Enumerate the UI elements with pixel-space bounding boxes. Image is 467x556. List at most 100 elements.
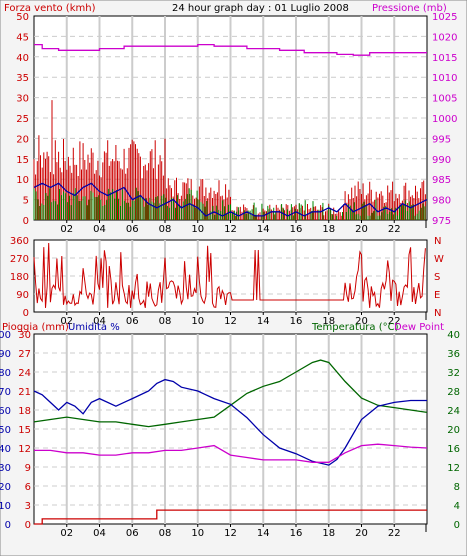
pressure-tick-label: 1020 [432, 32, 457, 43]
x-tick-label: 22 [388, 528, 401, 539]
rain-tick-label: 12 [18, 444, 31, 455]
wind-tick-label: 50 [16, 12, 29, 23]
temperature-tick-label: 4 [454, 501, 460, 512]
x-tick-label: 06 [126, 316, 139, 327]
rain-tick-label: 6 [25, 482, 31, 493]
series-line-pressione [34, 43, 427, 56]
pressure-tick-label: 1005 [432, 94, 457, 105]
wind-tick-label: 45 [16, 32, 29, 43]
pressure-tick-label: 975 [432, 216, 451, 227]
humidity-tick-label: 20 [0, 482, 11, 493]
x-tick-label: 08 [159, 224, 172, 235]
x-tick-label: 18 [322, 316, 335, 327]
x-tick-label: 10 [191, 528, 204, 539]
humidity-legend: Umidita % [68, 322, 120, 333]
wind-tick-label: 0 [23, 216, 29, 227]
wind-tick-label: 15 [16, 155, 29, 166]
x-tick-label: 04 [93, 316, 106, 327]
series-line-pioggia-mm- [34, 509, 427, 525]
x-tick-label: 04 [93, 528, 106, 539]
direction-tick-label: 270 [10, 254, 29, 265]
x-tick-label: 04 [93, 224, 106, 235]
humidity-tick-label: 60 [0, 406, 11, 417]
x-tick-label: 18 [322, 528, 335, 539]
humidity-tick-label: 40 [0, 444, 11, 455]
x-tick-label: 08 [159, 316, 172, 327]
temperature-legend: Temperatura (°C) [311, 322, 399, 333]
rain-humidity-temperature-panel: 02 04 06 08 10 12 14 16 18 20 22010203040506070809… [0, 330, 460, 539]
series-line-umidita- [33, 378, 427, 466]
wind-axis-label: Forza vento (kmh) [4, 3, 96, 14]
direction-tick-label: 360 [10, 236, 29, 247]
x-tick-label: 14 [257, 316, 270, 327]
x-tick-label: 12 [224, 224, 237, 235]
temperature-tick-label: 12 [447, 463, 460, 474]
pressure-tick-label: 985 [432, 175, 451, 186]
humidity-tick-label: 100 [0, 330, 11, 341]
x-tick-label: 20 [355, 316, 368, 327]
compass-label: N [434, 308, 441, 319]
temperature-tick-label: 8 [454, 482, 460, 493]
direction-tick-label: 0 [23, 308, 29, 319]
x-tick-label: 20 [355, 528, 368, 539]
x-tick-label: 18 [322, 224, 335, 235]
x-tick-label: 14 [257, 528, 270, 539]
dewpoint-legend: Dew Point [394, 322, 444, 333]
x-tick-label: 14 [257, 224, 270, 235]
wind-tick-label: 30 [16, 94, 29, 105]
compass-label: N [434, 236, 441, 247]
temperature-tick-label: 40 [447, 330, 460, 341]
rain-tick-label: 30 [18, 330, 31, 341]
x-tick-label: 08 [159, 528, 172, 539]
x-tick-label: 16 [290, 528, 303, 539]
rain-tick-label: 3 [25, 501, 31, 512]
humidity-tick-label: 10 [0, 501, 11, 512]
x-tick-label: 12 [224, 528, 237, 539]
wind-tick-label: 10 [16, 175, 29, 186]
graph-title: 24 hour graph day : 01 Luglio 2008 [172, 3, 349, 14]
x-tick-label: 02 [60, 528, 73, 539]
wind-tick-label: 20 [16, 134, 29, 145]
direction-trace [33, 242, 426, 309]
x-tick-label: 12 [224, 316, 237, 327]
temperature-tick-label: 16 [447, 444, 460, 455]
humidity-tick-label: 50 [0, 425, 11, 436]
wind-tick-label: 35 [16, 73, 29, 84]
x-tick-label: 06 [126, 224, 139, 235]
temperature-tick-label: 36 [447, 349, 460, 360]
x-tick-label: 20 [355, 224, 368, 235]
humidity-tick-label: 0 [5, 520, 11, 531]
pressure-tick-label: 1010 [432, 73, 457, 84]
x-tick-label: 06 [126, 528, 139, 539]
pressure-tick-label: 1025 [432, 12, 457, 23]
humidity-tick-label: 90 [0, 349, 11, 360]
x-tick-label: 16 [290, 316, 303, 327]
temperature-tick-label: 28 [447, 387, 460, 398]
temperature-tick-label: 20 [447, 425, 460, 436]
compass-label: W [434, 254, 444, 265]
rain-tick-label: 21 [18, 387, 31, 398]
pressure-axis-label: Pressione (mb) [372, 3, 447, 14]
series-line-vento-medio [33, 182, 428, 217]
wind-tick-label: 40 [16, 53, 29, 64]
wind-tick-label: 5 [23, 196, 29, 207]
humidity-tick-label: 70 [0, 387, 11, 398]
rain-tick-label: 18 [18, 406, 31, 417]
compass-label: S [434, 272, 440, 283]
x-tick-label: 16 [290, 224, 303, 235]
pressure-tick-label: 980 [432, 196, 451, 207]
rain-tick-label: 24 [18, 368, 31, 379]
x-tick-label: 02 [60, 316, 73, 327]
x-tick-label: 22 [388, 316, 401, 327]
wind-tick-label: 25 [16, 114, 29, 125]
rain-tick-label: 27 [18, 349, 31, 360]
pressure-tick-label: 1015 [432, 53, 457, 64]
rain-legend: Pioggia (mm) [2, 322, 69, 333]
compass-label: E [434, 290, 440, 301]
x-tick-label: 02 [60, 224, 73, 235]
series-line-dew-point [34, 443, 428, 463]
pressure-tick-label: 990 [432, 155, 451, 166]
wind-pressure-panel: 02 04 06 08 10 12 14 16 18 20 22051015202530354045… [16, 12, 457, 235]
